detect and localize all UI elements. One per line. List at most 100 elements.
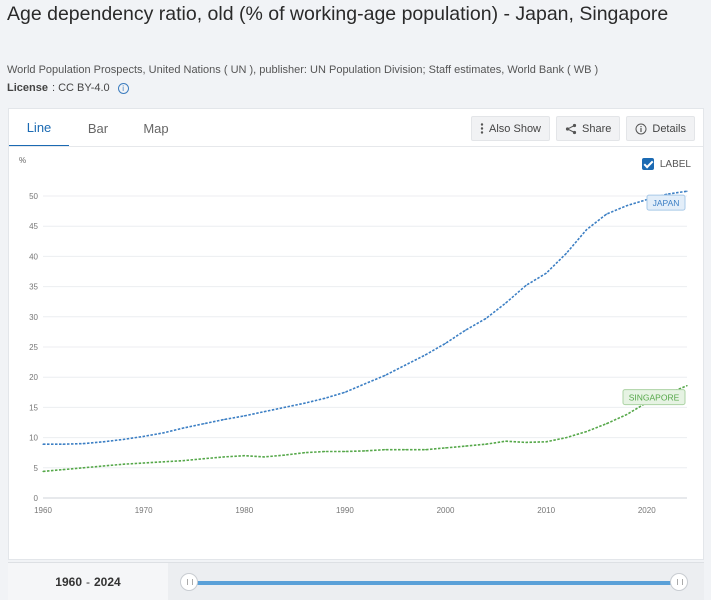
also-show-label: Also Show xyxy=(489,122,542,135)
license-value: : CC BY-4.0 xyxy=(51,82,110,94)
data-point xyxy=(465,329,467,331)
x-tick-label: 1960 xyxy=(34,506,52,515)
data-point xyxy=(465,445,467,447)
range-label: 1960 - 2024 xyxy=(8,563,168,600)
data-point xyxy=(444,342,447,344)
series-line-japan xyxy=(43,190,688,446)
source-text: World Population Prospects, United Natio… xyxy=(7,64,599,76)
range-start: 1960 xyxy=(55,575,82,589)
data-point xyxy=(565,437,567,439)
y-tick-label: 15 xyxy=(29,403,38,412)
data-point xyxy=(122,463,125,465)
data-point xyxy=(666,193,668,195)
data-point xyxy=(505,302,507,304)
data-point xyxy=(102,441,104,443)
data-point xyxy=(585,229,587,231)
tab-divider xyxy=(9,146,703,147)
chart-card: Line Bar Map Also Show Share Details LAB… xyxy=(8,108,704,560)
data-point xyxy=(444,447,447,449)
x-tick-label: 1970 xyxy=(135,506,153,515)
view-tabs: Line Bar Map xyxy=(9,109,185,147)
data-point xyxy=(263,456,265,458)
data-point xyxy=(243,455,245,457)
data-point xyxy=(344,450,346,453)
data-point xyxy=(62,443,64,445)
x-tick-label: 2000 xyxy=(437,506,455,515)
data-point xyxy=(283,406,286,408)
y-tick-label: 35 xyxy=(29,283,38,292)
data-point xyxy=(324,397,326,399)
y-tick-label: 30 xyxy=(29,313,38,322)
data-point xyxy=(525,284,527,286)
tab-bar[interactable]: Bar xyxy=(87,120,109,136)
data-point xyxy=(82,467,84,469)
y-tick-label: 50 xyxy=(29,192,38,201)
data-point xyxy=(163,432,165,434)
series-line-singapore xyxy=(42,384,688,473)
data-point xyxy=(626,414,628,416)
data-point xyxy=(364,450,366,452)
data-point xyxy=(163,461,165,463)
license-label: License xyxy=(7,82,48,94)
data-point xyxy=(82,443,84,445)
data-point xyxy=(203,458,205,460)
x-tick-label: 2010 xyxy=(537,506,555,515)
data-point xyxy=(626,205,628,207)
data-point xyxy=(384,374,386,376)
range-separator: - xyxy=(86,575,90,589)
series-label: SINGAPORE xyxy=(629,393,680,403)
also-show-button[interactable]: Also Show xyxy=(471,116,551,141)
y-tick-label: 40 xyxy=(29,252,38,261)
info-circle-icon xyxy=(635,123,647,134)
data-point xyxy=(545,441,547,443)
data-point xyxy=(143,462,145,464)
series-label: JAPAN xyxy=(653,198,680,208)
share-button[interactable]: Share xyxy=(556,116,621,141)
label-toggle[interactable]: LABEL xyxy=(641,158,691,170)
data-point xyxy=(485,318,487,320)
data-point xyxy=(384,449,386,451)
range-end: 2024 xyxy=(94,575,121,589)
data-point xyxy=(203,423,205,425)
data-point xyxy=(686,385,688,387)
data-point xyxy=(263,411,265,413)
data-point xyxy=(585,430,587,433)
page-title: Age dependency ratio, old (% of working-… xyxy=(7,3,669,25)
data-point xyxy=(243,415,245,417)
details-button[interactable]: Details xyxy=(626,116,695,141)
range-selector: 1960 - 2024 xyxy=(8,562,704,600)
series-label-box xyxy=(622,389,686,406)
action-buttons: Also Show Share Details xyxy=(471,116,695,141)
data-point xyxy=(304,402,306,404)
range-slider-end-handle[interactable] xyxy=(670,573,688,591)
data-point xyxy=(183,459,185,462)
share-label: Share xyxy=(582,122,612,135)
data-point xyxy=(143,435,145,437)
y-tick-label: 20 xyxy=(29,373,38,382)
range-slider-start-handle[interactable] xyxy=(180,573,198,591)
data-point xyxy=(605,213,608,215)
data-point xyxy=(404,449,406,451)
data-point xyxy=(283,454,286,456)
data-point xyxy=(605,423,608,425)
y-tick-label: 10 xyxy=(29,434,38,443)
data-point xyxy=(223,456,225,458)
data-point xyxy=(485,443,487,445)
share-icon xyxy=(565,123,577,134)
x-tick-label: 1980 xyxy=(235,506,253,515)
tab-map[interactable]: Map xyxy=(143,120,169,136)
range-slider-track[interactable] xyxy=(188,581,684,585)
data-point xyxy=(42,470,44,473)
data-point xyxy=(545,272,547,274)
license-row: License : CC BY-4.0 i xyxy=(7,82,129,94)
label-checkbox[interactable] xyxy=(641,158,654,170)
label-toggle-text: LABEL xyxy=(659,158,691,170)
data-point xyxy=(364,383,366,385)
info-icon[interactable]: i xyxy=(117,82,129,94)
data-point xyxy=(324,450,326,453)
data-point xyxy=(344,391,346,393)
y-tick-label: 45 xyxy=(29,222,38,231)
more-vertical-icon xyxy=(480,123,484,134)
data-point xyxy=(183,427,185,429)
y-tick-label: 25 xyxy=(29,343,38,352)
